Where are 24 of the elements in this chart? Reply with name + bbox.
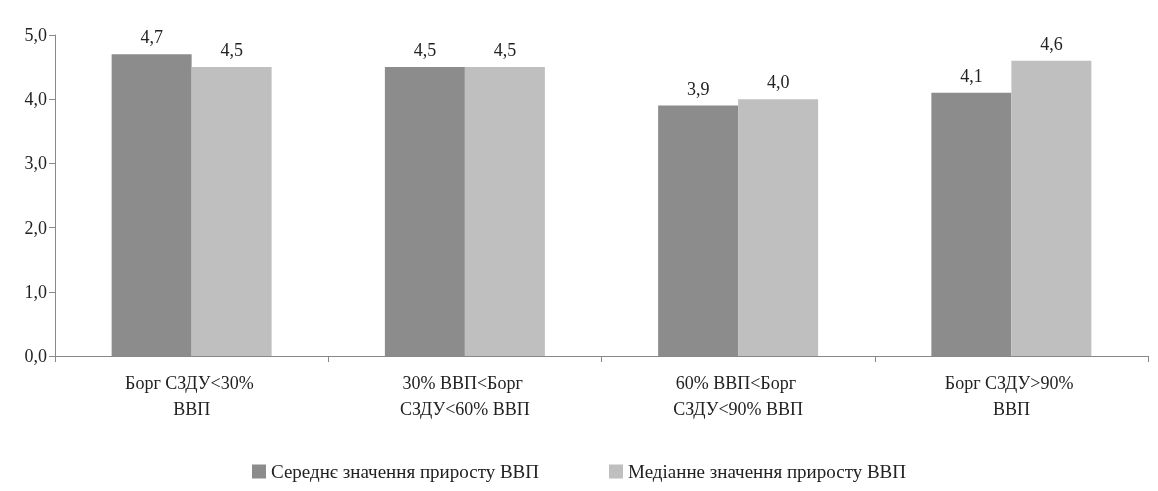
x-tick-label: 30% ВВП<Борг СЗДУ<60% ВВП (399, 373, 530, 419)
y-tick-label: 0,0 (24, 346, 47, 366)
bar (1011, 60, 1092, 356)
y-tick-label: 2,0 (24, 217, 47, 238)
legend-label: Медіанне значення приросту ВВП (628, 461, 907, 482)
data-label: 4,7 (140, 27, 163, 48)
data-label: 3,9 (686, 78, 710, 99)
data-label: 4,1 (960, 65, 983, 86)
data-label: 4,6 (1040, 33, 1063, 54)
bar (191, 67, 272, 356)
y-tick-label: 1,0 (24, 281, 47, 302)
data-label: 4,0 (766, 72, 790, 93)
y-tick-label: 4,0 (24, 89, 47, 110)
data-label: 4,5 (220, 40, 243, 61)
data-label: 4,5 (493, 40, 517, 61)
legend-label: Середнє значення приросту ВВП (270, 461, 540, 482)
x-tick-label: Борг СЗДУ<30% ВВП (125, 373, 259, 419)
x-tick-label: Борг СЗДУ>90% ВВП (944, 373, 1078, 419)
x-tick-label: 60% ВВП<Борг СЗДУ<90% ВВП (673, 373, 804, 419)
bar (464, 67, 545, 356)
y-tick-label: 3,0 (24, 153, 47, 174)
bar (738, 99, 819, 356)
data-label: 4,5 (413, 40, 437, 61)
y-tick-label: 5,0 (24, 25, 47, 45)
